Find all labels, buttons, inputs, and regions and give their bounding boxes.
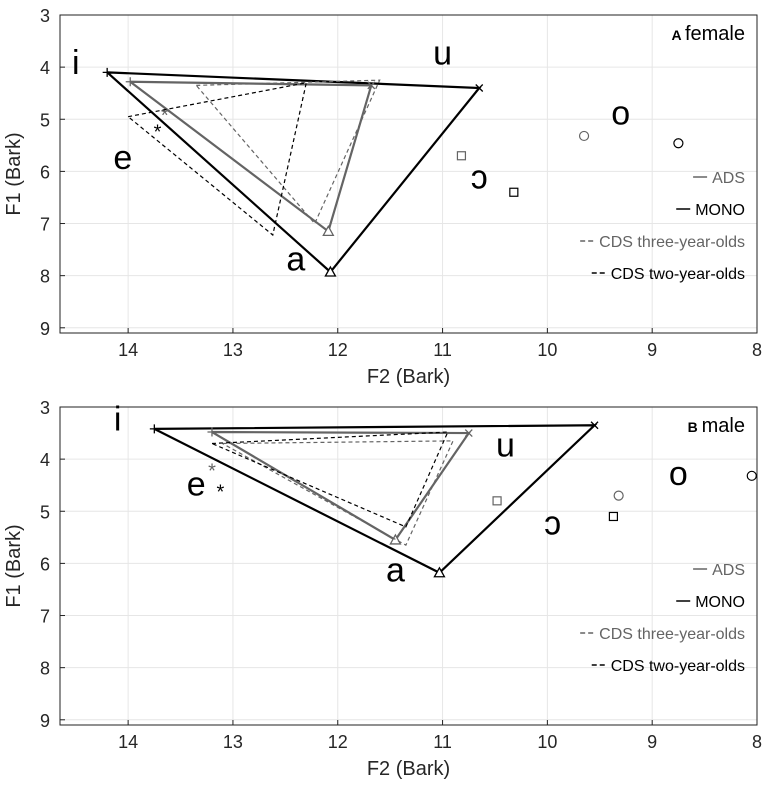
panel-letter: A bbox=[671, 27, 684, 43]
marker-x bbox=[590, 421, 599, 430]
marker-plus bbox=[207, 427, 217, 437]
marker-x bbox=[475, 84, 484, 92]
vowel-label-e: e bbox=[187, 466, 206, 504]
vowel-label-o: o bbox=[611, 94, 630, 132]
marker-circle bbox=[578, 130, 590, 142]
x-tick-label: 10 bbox=[537, 340, 557, 360]
chart-panel-a: 14 13 12 11 10 9 8 3 4 5 6 7 8 9 F2 (Bark) F1 (Bark) A f… bbox=[3, 6, 762, 388]
legend-label: ADS bbox=[712, 170, 745, 187]
x-tick-label: 11 bbox=[433, 340, 452, 360]
marker-x bbox=[464, 429, 473, 438]
marker-asterisk: * bbox=[216, 481, 224, 503]
marker-plus bbox=[125, 77, 135, 87]
panel-letter: B bbox=[688, 419, 702, 435]
y-axis-label: F1 (Bark) bbox=[3, 132, 25, 215]
legend: ADS MONO CDS three-year-olds CDS two-year-o… bbox=[580, 170, 745, 283]
y-tick-label: 6 bbox=[40, 162, 50, 182]
legend-label: MONO bbox=[695, 202, 745, 219]
panel-speaker-label: male bbox=[702, 415, 745, 437]
y-tick-label: 5 bbox=[40, 502, 50, 522]
legend: ADS MONO CDS three-year-olds CDS two-year-o… bbox=[580, 562, 745, 675]
series-mono bbox=[106, 71, 482, 274]
series-cds-three-year-olds bbox=[195, 79, 381, 225]
x-tick-label: 13 bbox=[223, 732, 243, 752]
x-axis-label: F2 (Bark) bbox=[367, 366, 450, 388]
series-cds-two-year-olds bbox=[127, 82, 308, 237]
chart-panel-b: 14 13 12 11 10 9 8 3 4 5 6 7 8 9 F2 (Bark) F1 (Bark) B m… bbox=[3, 398, 762, 780]
series-cds-two-year-olds bbox=[211, 431, 449, 528]
marker-plus bbox=[149, 424, 159, 434]
x-tick-label: 9 bbox=[647, 732, 657, 752]
panel-title: B male bbox=[688, 415, 745, 437]
y-tick-label: 3 bbox=[40, 398, 50, 418]
x-tick-label: 14 bbox=[118, 340, 138, 360]
plot-area-frame bbox=[59, 14, 758, 334]
legend-label: CDS three-year-olds bbox=[599, 626, 745, 643]
y-tick-label: 8 bbox=[40, 659, 50, 679]
y-tick-label: 5 bbox=[40, 110, 50, 130]
x-tick-label: 9 bbox=[647, 340, 657, 360]
marker-asterisk: * bbox=[154, 122, 162, 144]
marker-plus bbox=[102, 67, 112, 77]
vowel-label-i: i bbox=[114, 400, 122, 438]
x-tick-label: 13 bbox=[223, 340, 243, 360]
x-tick-label: 12 bbox=[328, 340, 348, 360]
marker-triangle bbox=[322, 225, 335, 236]
vowel-label-u: u bbox=[496, 427, 515, 465]
y-tick-label: 7 bbox=[40, 215, 50, 235]
marker-triangle bbox=[433, 566, 446, 578]
x-tick-label: 12 bbox=[328, 732, 348, 752]
plot-area-frame bbox=[59, 406, 758, 726]
marker-x bbox=[367, 81, 376, 90]
vowel-label-u: u bbox=[433, 35, 452, 73]
marker-triangle bbox=[389, 533, 402, 545]
legend-label: CDS three-year-olds bbox=[599, 234, 745, 251]
y-axis-label: F1 (Bark) bbox=[3, 524, 25, 607]
vowel-label-a: a bbox=[286, 240, 305, 278]
vowel-label-ɔ: ɔ bbox=[471, 159, 488, 197]
y-tick-label: 6 bbox=[40, 554, 50, 574]
series-ads bbox=[129, 80, 373, 234]
marker-circle bbox=[746, 470, 757, 481]
x-tick-label: 10 bbox=[537, 732, 557, 752]
marker-square bbox=[456, 151, 467, 161]
marker-asterisk: * bbox=[208, 461, 216, 483]
panel-title: A female bbox=[671, 23, 745, 45]
x-axis-label: F2 (Bark) bbox=[367, 758, 450, 780]
series-mono bbox=[153, 424, 598, 575]
series-cds-three-year-olds bbox=[222, 440, 454, 546]
y-tick-label: 4 bbox=[40, 58, 50, 78]
x-tick-label: 8 bbox=[752, 732, 762, 752]
y-tick-label: 9 bbox=[40, 319, 50, 339]
vowel-label-o: o bbox=[669, 455, 688, 493]
legend-label: CDS two-year-olds bbox=[611, 658, 745, 675]
y-tick-label: 7 bbox=[40, 607, 50, 627]
y-tick-label: 8 bbox=[40, 267, 50, 287]
x-tick-label: 11 bbox=[433, 732, 452, 752]
vowel-label-e: e bbox=[113, 139, 132, 177]
x-tick-label: 8 bbox=[752, 340, 762, 360]
vowel-label-a: a bbox=[386, 552, 405, 590]
legend-label: ADS bbox=[712, 562, 745, 579]
marker-square bbox=[492, 496, 502, 506]
marker-square bbox=[608, 511, 619, 522]
y-tick-label: 4 bbox=[40, 450, 50, 470]
vowel-label-ɔ: ɔ bbox=[544, 505, 561, 543]
marker-triangle bbox=[324, 265, 337, 277]
x-tick-label: 14 bbox=[118, 732, 138, 752]
marker-asterisk: * bbox=[161, 105, 169, 127]
legend-label: MONO bbox=[695, 594, 745, 611]
vowel-label-i: i bbox=[72, 44, 80, 82]
y-tick-label: 9 bbox=[40, 711, 50, 731]
marker-circle bbox=[673, 138, 684, 149]
marker-circle bbox=[613, 490, 624, 501]
y-tick-label: 3 bbox=[40, 6, 50, 26]
marker-square bbox=[509, 187, 519, 197]
panel-speaker-label: female bbox=[685, 23, 745, 45]
legend-label: CDS two-year-olds bbox=[611, 266, 745, 283]
